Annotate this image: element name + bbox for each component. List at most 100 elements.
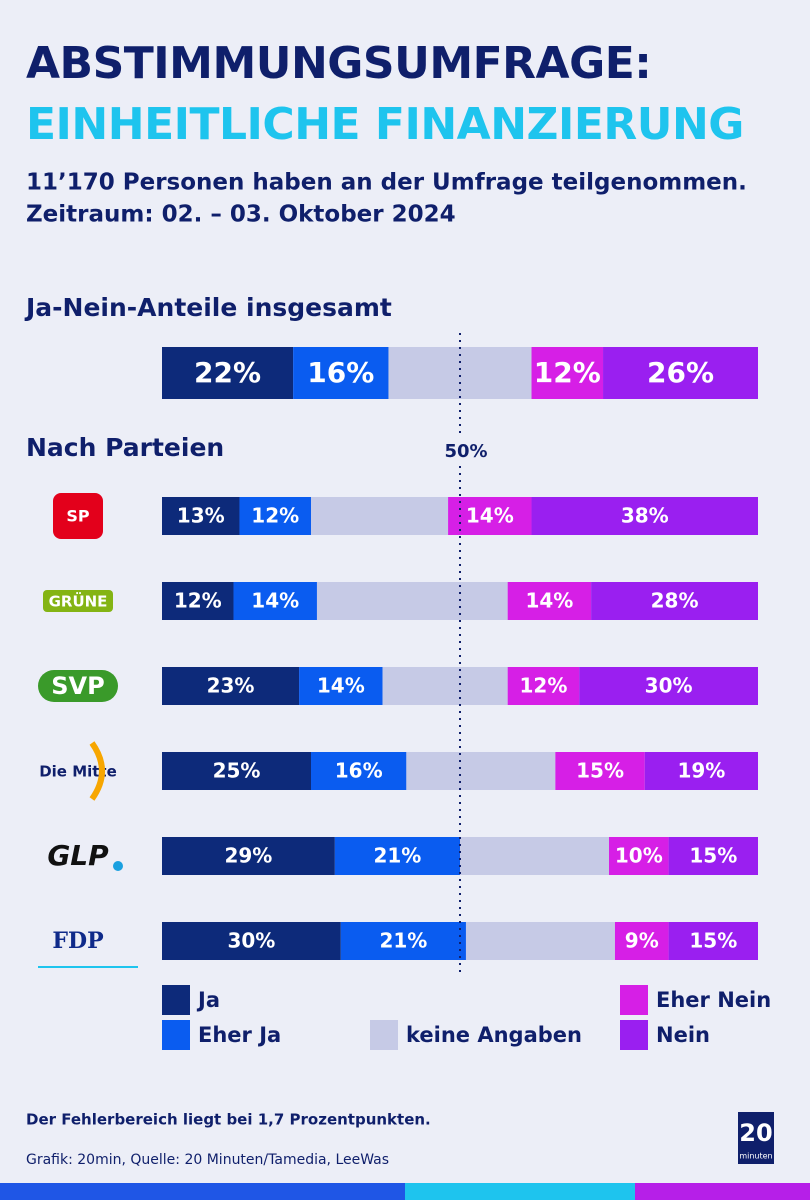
bar-segment (591, 582, 758, 620)
data-label: 15% (576, 759, 624, 783)
subtitle: Zeitraum: 02. – 03. Oktober 2024 (26, 202, 456, 228)
bar-segment (340, 922, 466, 960)
brand-logo-text: minuten (739, 1152, 772, 1161)
bar-segment (162, 837, 335, 875)
bar-segment (609, 837, 669, 875)
party-name: SP (66, 507, 90, 526)
bottom-strip (405, 1183, 635, 1200)
subtitle: 11’170 Personen haben an der Umfrage tei… (26, 170, 747, 196)
bar-segment (233, 582, 317, 620)
bar-segment (668, 837, 758, 875)
legend-label: Eher Nein (656, 988, 771, 1012)
bar-segment (162, 922, 341, 960)
bar-segment (299, 667, 383, 705)
reference-label-bg (430, 437, 490, 465)
title-highlight: EINHEITLICHE FINANZIERUNG (26, 99, 744, 150)
source: Grafik: 20min, Quelle: 20 Minuten/Tamedi… (26, 1152, 389, 1168)
data-label: 14% (317, 674, 365, 698)
legend-label: Eher Ja (198, 1023, 281, 1047)
bar-segment (406, 752, 556, 790)
bar-segment (531, 497, 758, 535)
bar-segment (239, 497, 311, 535)
party-logo (38, 670, 118, 702)
data-label: 12% (174, 589, 222, 613)
legend-label: keine Angaben (406, 1023, 582, 1047)
bar-segment (162, 667, 300, 705)
data-label: 14% (466, 504, 514, 528)
data-label: 12% (251, 504, 299, 528)
bar-segment (507, 667, 580, 705)
bar-segment (579, 667, 758, 705)
bar-segment (555, 752, 645, 790)
party-logo (43, 590, 113, 612)
data-label: 21% (379, 929, 427, 953)
bar-segment (162, 582, 234, 620)
legend-swatch (162, 1020, 190, 1050)
legend-swatch (620, 985, 648, 1015)
data-label: 30% (645, 674, 693, 698)
bar-segment (531, 347, 604, 399)
party-name: GRÜNE (49, 592, 108, 611)
data-label: 26% (647, 356, 714, 389)
data-label: 12% (534, 356, 601, 389)
bar-segment (334, 837, 460, 875)
legend-swatch (162, 985, 190, 1015)
brand-logo-text: 20 (739, 1119, 772, 1147)
bar-segment (293, 347, 389, 399)
party-name: FDP (52, 928, 103, 954)
title: ABSTIMMUNGSUMFRAGE: (26, 38, 651, 89)
data-label: 14% (251, 589, 299, 613)
data-label: 15% (689, 929, 737, 953)
bar-segment (614, 922, 669, 960)
party-logo (89, 741, 105, 801)
bar-segment (448, 497, 532, 535)
bar-segment (162, 497, 240, 535)
data-label: 38% (621, 504, 669, 528)
section-title: Ja-Nein-Anteile insgesamt (24, 293, 392, 322)
note: Der Fehlerbereich liegt bei 1,7 Prozentp… (26, 1111, 431, 1129)
data-label: 23% (207, 674, 255, 698)
section-title: Nach Parteien (26, 433, 224, 462)
reference-label: 50% (444, 441, 487, 462)
data-label: 9% (625, 929, 659, 953)
legend-swatch (370, 1020, 398, 1050)
bar-segment (311, 497, 449, 535)
brand-logo (738, 1112, 774, 1164)
data-label: 25% (213, 759, 261, 783)
data-label: 15% (689, 844, 737, 868)
bar-segment (316, 582, 508, 620)
bar-segment (162, 752, 311, 790)
bar-segment (507, 582, 592, 620)
bar-segment (382, 667, 508, 705)
party-logo (113, 861, 123, 871)
data-label: 19% (677, 759, 725, 783)
legend-label: Nein (656, 1023, 710, 1047)
data-label: 29% (224, 844, 272, 868)
party-name: Die Mitte (39, 763, 117, 781)
bar-segment (311, 752, 407, 790)
bottom-strip (635, 1183, 810, 1200)
bar-segment (603, 347, 758, 399)
data-label: 12% (520, 674, 568, 698)
legend-label: Ja (196, 988, 220, 1012)
bar-segment (668, 922, 758, 960)
party-logo (53, 493, 103, 539)
legend-swatch (620, 1020, 648, 1050)
data-label: 16% (335, 759, 383, 783)
data-label: 28% (651, 589, 699, 613)
bottom-strip (0, 1183, 405, 1200)
data-label: 21% (373, 844, 421, 868)
data-label: 10% (615, 844, 663, 868)
bar-segment (465, 922, 615, 960)
data-label: 30% (227, 929, 275, 953)
data-label: 14% (525, 589, 573, 613)
data-label: 16% (307, 356, 374, 389)
data-label: 22% (194, 356, 261, 389)
data-label: 13% (177, 504, 225, 528)
bar-segment (644, 752, 758, 790)
bar-segment (460, 837, 609, 875)
bar-segment (162, 347, 294, 399)
party-name: SVP (51, 672, 104, 700)
party-name: GLP (47, 839, 109, 872)
